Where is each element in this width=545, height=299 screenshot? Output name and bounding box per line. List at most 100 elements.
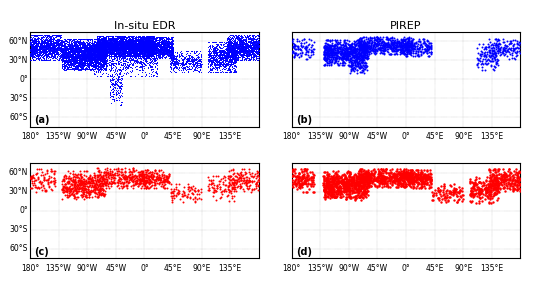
Point [348,44,357,49]
Point [116,53,125,58]
Point [97,183,106,188]
Point [302,49,311,54]
Point [245,48,253,53]
Point [99,36,108,41]
Point [214,44,223,49]
Point [348,54,357,59]
Point [59,57,68,62]
Point [47,44,56,49]
Point [112,39,121,43]
Point [232,44,241,48]
Point [141,50,150,55]
Point [96,44,105,49]
Point [149,43,158,48]
Point [361,44,370,49]
Point [223,47,232,52]
Point [298,184,307,189]
Point [216,61,225,66]
Point [350,186,359,190]
Point [95,54,104,59]
Point [481,55,490,60]
Point [231,43,239,48]
Point [232,47,240,52]
Point [128,51,136,56]
Point [140,51,149,56]
Point [166,59,174,64]
Point [110,43,119,48]
Point [378,50,386,55]
Point [332,192,341,196]
Point [400,169,409,174]
Point [116,43,125,48]
Point [405,49,414,54]
Point [128,50,136,54]
Point [245,53,253,57]
Point [249,52,258,57]
Point [101,50,110,54]
Point [35,185,44,190]
Point [90,50,99,54]
Point [56,37,64,42]
Point [116,70,125,75]
Point [74,62,82,67]
Point [208,50,217,54]
Point [82,48,91,53]
Point [366,50,375,55]
Point [324,55,333,60]
Point [53,49,62,54]
Point [98,46,107,51]
Point [158,49,166,54]
Point [335,188,343,193]
Point [226,68,235,73]
Point [118,84,126,89]
Point [62,41,70,45]
Point [40,45,49,50]
Point [113,44,122,48]
Point [359,175,368,180]
Point [321,188,330,193]
Point [333,50,342,55]
Point [184,187,192,192]
Point [325,190,334,195]
Point [246,55,255,60]
Point [66,61,75,66]
Point [102,46,111,51]
Point [153,48,161,53]
Point [120,36,129,41]
Point [141,43,150,48]
Point [95,54,104,59]
Point [193,60,202,65]
Point [405,178,414,182]
Point [135,44,143,48]
Point [351,182,360,187]
Point [231,50,239,55]
Point [97,191,106,196]
Point [77,56,86,61]
Point [290,173,299,178]
Point [487,188,495,193]
Point [102,56,111,60]
Point [126,41,135,46]
Point [97,37,106,42]
Point [219,57,227,62]
Point [128,171,137,176]
Point [242,52,251,57]
Point [88,51,97,56]
Point [174,182,183,187]
Point [107,94,116,99]
Point [154,48,163,52]
Point [144,42,153,47]
Point [216,49,225,54]
Point [392,39,401,44]
Point [98,63,106,68]
Point [485,200,493,205]
Point [38,39,46,43]
Text: 45°E: 45°E [164,132,182,141]
Point [129,45,138,49]
Point [148,42,156,47]
Point [373,42,382,46]
Point [245,183,253,188]
Point [120,42,129,47]
Point [124,46,133,51]
Point [69,44,77,48]
